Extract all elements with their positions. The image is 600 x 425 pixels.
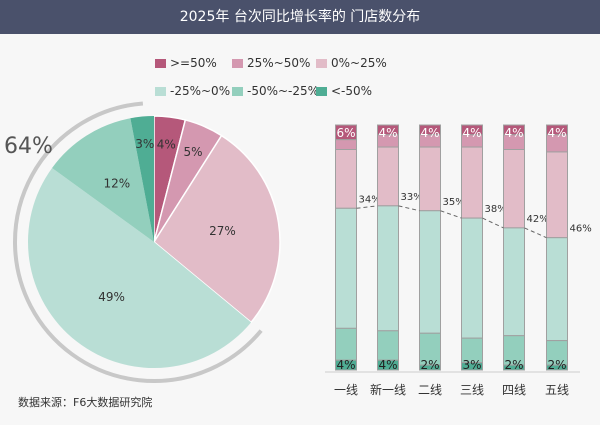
legend-label: -50%~-25%: [247, 84, 320, 98]
legend-label: -25%~0%: [170, 84, 231, 98]
legend-item: >=50%: [155, 56, 217, 70]
chart-title: 2025年 台次同比增长率的 门店数分布: [0, 0, 600, 34]
legend-item: 0%~25%: [316, 56, 387, 70]
bar-segment: [377, 205, 399, 332]
x-tick-label: 二线: [418, 383, 442, 397]
bar-segment: [335, 139, 357, 150]
positive-share-label: 42%: [527, 214, 549, 225]
negative-share-arc: [13, 101, 263, 383]
pie-slice-label: 27%: [209, 224, 236, 238]
legend-swatch: [232, 86, 243, 96]
x-tick-label: 三线: [460, 383, 484, 397]
bar-bottom-label: 3%: [462, 358, 481, 372]
bar-top-label: 4%: [547, 126, 566, 140]
bar-segment: [335, 359, 357, 371]
bar-top-label: 4%: [378, 126, 397, 140]
bar-segment: [419, 210, 441, 334]
bar-segment: [546, 364, 568, 371]
bar-segment: [546, 151, 568, 239]
positive-share-label: 38%: [485, 204, 507, 215]
pie-slice-label: 49%: [98, 290, 125, 304]
pie-slice-label: 3%: [135, 137, 154, 151]
legend-swatch: [155, 86, 166, 96]
legend-item: -50%~-25%: [232, 84, 319, 98]
bar-segment: [461, 362, 483, 371]
pie-slice: [153, 134, 281, 324]
pie-slice: [130, 116, 154, 242]
bar-bottom-label: 4%: [378, 358, 397, 372]
positive-share-dashed-line: [482, 217, 504, 229]
legend-label: >=50%: [170, 56, 217, 70]
data-source: 数据来源：F6大数据研究院: [18, 396, 153, 409]
legend-swatch: [316, 86, 327, 96]
pie-slice-label: 12%: [104, 176, 131, 190]
bar-top-label: 6%: [336, 126, 355, 140]
bar-segment: [377, 359, 399, 371]
bar-segment: [377, 146, 399, 207]
positive-share-dashed-line: [356, 205, 378, 209]
bar-bottom-label: 2%: [420, 358, 439, 372]
bar-segment: [546, 237, 568, 342]
pie-slice-label: 5%: [184, 145, 203, 159]
legend-item: <-50%: [316, 84, 372, 98]
negative-share-annotation: 64%: [4, 134, 53, 159]
pie-slice: [52, 118, 154, 242]
positive-share-label: 46%: [570, 224, 592, 235]
x-tick-label: 新一线: [370, 382, 406, 397]
pie-slice-label: 4%: [157, 137, 176, 151]
positive-share-label: 33%: [401, 192, 423, 203]
legend-label: 25%~50%: [247, 56, 311, 70]
bar-segment: [335, 327, 357, 361]
bar-segment: [503, 364, 525, 371]
legend-label: <-50%: [331, 84, 373, 98]
bar-bottom-label: 4%: [336, 358, 355, 372]
positive-share-dashed-line: [524, 227, 547, 239]
bar-top-label: 4%: [504, 126, 523, 140]
positive-share-label: 35%: [443, 197, 465, 208]
legend-swatch: [155, 58, 166, 68]
bar-segment: [335, 149, 357, 209]
legend-swatch: [316, 58, 327, 68]
legend-swatch: [232, 58, 243, 68]
positive-share-dashed-line: [440, 210, 462, 219]
bar-segment: [503, 227, 525, 337]
bar-segment: [419, 364, 441, 371]
x-tick-label: 四线: [502, 383, 526, 397]
legend-item: -25%~0%: [155, 84, 230, 98]
bar-segment: [419, 146, 441, 212]
bar-segment: [503, 149, 525, 229]
bar-bottom-label: 2%: [504, 358, 523, 372]
x-tick-label: 五线: [545, 383, 569, 397]
legend-item: 25%~50%: [232, 56, 310, 70]
bar-segment: [461, 217, 483, 339]
x-tick-label: 一线: [334, 383, 358, 397]
positive-share-label: 34%: [359, 194, 381, 205]
bar-segment: [335, 207, 357, 329]
positive-share-dashed-line: [398, 205, 420, 212]
bar-top-label: 4%: [420, 126, 439, 140]
legend-label: 0%~25%: [331, 56, 387, 70]
bar-bottom-label: 2%: [547, 358, 566, 372]
bar-segment: [461, 146, 483, 219]
pie-slice: [27, 167, 252, 369]
bar-segment: [377, 330, 399, 361]
bar-top-label: 4%: [462, 126, 481, 140]
